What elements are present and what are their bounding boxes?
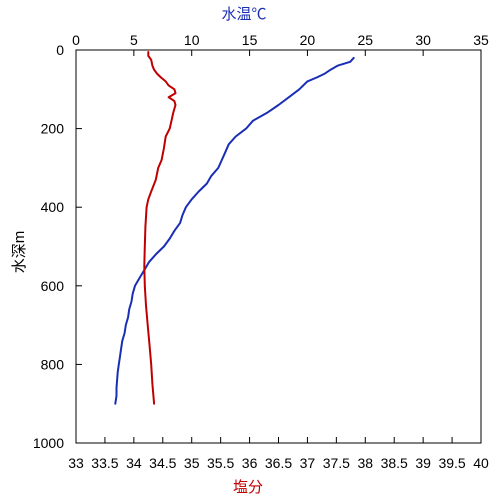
top-axis-title: 水温℃	[221, 6, 266, 23]
plot-frame	[75, 49, 482, 444]
bottom-tick-label: 39.5	[438, 455, 465, 471]
salinity-series-line	[143, 51, 177, 405]
left-axis-ticks: 0 200 400 600 800 1000	[33, 42, 82, 451]
bottom-tick-label: 39	[415, 455, 431, 471]
left-tick-label: 200	[41, 121, 65, 137]
top-tick-label: 0	[72, 32, 80, 48]
left-axis-title: 水深m	[11, 231, 28, 274]
bottom-tick-label: 33.5	[91, 455, 118, 471]
top-tick-label: 20	[300, 32, 316, 48]
left-tick-label: 400	[41, 199, 65, 215]
left-tick-label: 1000	[33, 435, 64, 451]
bottom-tick-label: 34.5	[149, 455, 176, 471]
bottom-tick-label: 36.5	[265, 455, 292, 471]
bottom-axis-ticks: 33 33.5 34 34.5 35 35.5 36 36.5 37 37.5 38 38.5 39 39…	[68, 437, 489, 471]
left-tick-label: 0	[56, 42, 64, 58]
bottom-tick-label: 40	[473, 455, 489, 471]
bottom-tick-label: 38.5	[381, 455, 408, 471]
temperature-series-line	[114, 56, 355, 405]
bottom-tick-label: 38	[357, 455, 373, 471]
bottom-axis-title: 塩分	[233, 479, 263, 496]
left-tick-label: 600	[41, 278, 65, 294]
series-layer	[114, 51, 355, 405]
bottom-tick-label: 37	[300, 455, 316, 471]
top-tick-label: 25	[357, 32, 373, 48]
top-axis-ticks: 0 5 10 15 20 25 30 35	[72, 32, 489, 56]
bottom-tick-label: 34	[126, 455, 142, 471]
top-tick-label: 15	[242, 32, 258, 48]
bottom-tick-label: 35.5	[207, 455, 234, 471]
top-tick-label: 35	[473, 32, 489, 48]
bottom-tick-label: 35	[184, 455, 200, 471]
bottom-tick-label: 33	[68, 455, 84, 471]
bottom-tick-label: 36	[242, 455, 258, 471]
top-tick-label: 30	[415, 32, 431, 48]
top-tick-label: 10	[184, 32, 200, 48]
bottom-tick-label: 37.5	[323, 455, 350, 471]
left-tick-label: 800	[41, 356, 65, 372]
top-tick-label: 5	[130, 32, 138, 48]
